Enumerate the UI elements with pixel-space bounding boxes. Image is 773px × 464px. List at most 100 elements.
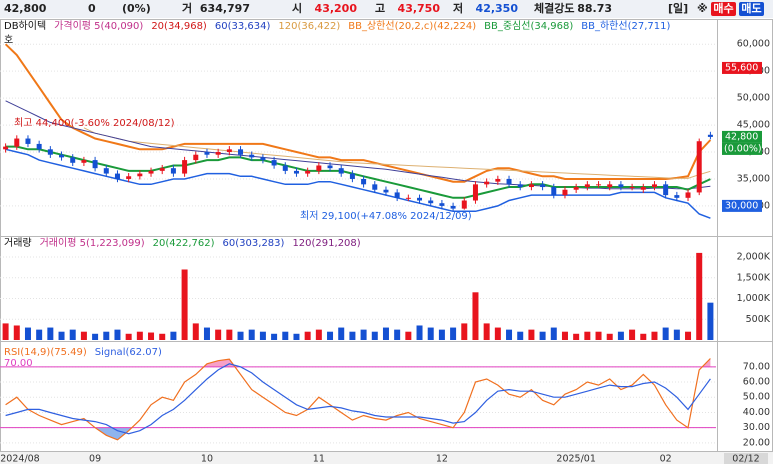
volume-bar <box>293 333 300 340</box>
volume-bar <box>248 329 255 340</box>
sell-label[interactable]: 매도 <box>741 1 761 15</box>
candle-body <box>92 160 98 169</box>
open-label: 시 <box>292 2 302 15</box>
y-tick-label: 50,000 <box>737 93 770 104</box>
legend-entry: 가격이평 5(40,090) <box>54 19 143 32</box>
strength-label: 체결강도 <box>534 1 574 15</box>
volume: 634,797 <box>200 2 250 15</box>
volume-bar <box>438 329 445 340</box>
x-tick-label: 2024/08 <box>0 454 39 464</box>
volume-bar <box>405 331 412 340</box>
indicator-line <box>4 43 712 183</box>
candle-body <box>137 173 143 177</box>
volume-bar <box>192 323 199 340</box>
candle-body <box>47 149 53 155</box>
price-marker <box>722 61 762 74</box>
candle-body <box>596 184 602 186</box>
volume-bar <box>69 329 76 340</box>
y-tick-label: 30.00 <box>743 422 770 433</box>
x-tick-label: 11 <box>313 454 325 464</box>
period[interactable]: [일] <box>668 1 688 15</box>
candle-body <box>629 187 635 189</box>
change: 0 <box>88 2 96 15</box>
level-label: 70.00 <box>4 358 33 369</box>
candle-body <box>3 146 9 150</box>
volume-bar <box>450 327 457 340</box>
volume-bar <box>181 269 188 340</box>
volume-bar <box>640 333 647 340</box>
candle-body <box>573 187 579 190</box>
volume-bar <box>360 329 367 340</box>
candle-body <box>14 138 20 147</box>
rsi-line <box>5 363 711 435</box>
volume-bar <box>382 327 389 340</box>
x-tick-label: 02/12 <box>732 454 759 464</box>
x-tick-label: 10 <box>201 454 213 464</box>
y-tick-label: 20.00 <box>743 437 770 448</box>
candle-body <box>528 184 534 188</box>
candle-body <box>618 184 624 188</box>
volume-bar <box>561 331 568 340</box>
candle-body <box>293 170 299 174</box>
price-marker-label: 30,000 <box>725 200 758 211</box>
candle-body <box>260 157 266 161</box>
volume-bar <box>595 331 602 340</box>
candle-body <box>461 200 467 209</box>
volume-bar <box>606 333 613 340</box>
open: 43,200 <box>315 2 358 15</box>
candle-body <box>517 184 523 188</box>
low-label: 저 <box>453 1 463 15</box>
volume-bar <box>327 331 334 340</box>
candle-body <box>562 189 568 196</box>
legend-entry: 20(422,762) <box>153 238 215 249</box>
volume-bar <box>13 325 20 340</box>
candle-body <box>640 187 646 190</box>
strength: 88.73 <box>577 2 612 15</box>
candle-body <box>103 168 109 174</box>
x-tick-label: 09 <box>89 454 101 464</box>
x-axis-bar <box>0 452 773 464</box>
legend-entry: 60(303,283) <box>223 238 285 249</box>
candle-body <box>651 184 657 188</box>
price-marker <box>722 130 762 143</box>
candle-body <box>25 138 31 144</box>
volume-bar <box>494 327 501 340</box>
candle-body <box>607 184 613 188</box>
candle-body <box>226 149 232 153</box>
buy-label[interactable]: 매수 <box>713 1 733 15</box>
volume-bar <box>203 327 210 340</box>
candle-body <box>114 173 120 179</box>
y-tick-label: 40.00 <box>743 407 770 418</box>
volume-bar <box>673 329 680 340</box>
candle-body <box>663 184 669 196</box>
high: 43,750 <box>398 2 441 15</box>
annotation: 최고 44,400(-3.60% 2024/08/12) <box>14 117 175 129</box>
volume-bar <box>394 329 401 340</box>
buy-button[interactable] <box>711 2 736 16</box>
legend-entry: 거래이평 5(1,223,099) <box>40 237 145 249</box>
candle-body <box>81 160 87 163</box>
volume-bar <box>685 331 692 340</box>
volume-bar <box>371 331 378 340</box>
candle-body <box>182 160 188 174</box>
candle-body <box>59 154 65 158</box>
volume-bar <box>47 327 54 340</box>
y-tick-label: 50.00 <box>743 392 770 403</box>
volume-bar <box>349 331 356 340</box>
legend-entry: 거래량 <box>4 237 32 249</box>
legend-entry: 120(36,422) <box>278 21 340 32</box>
y-tick-label: 1,500K <box>737 272 771 283</box>
annotation: 최저 29,100(+47.08% 2024/12/09) <box>300 210 472 222</box>
volume-bar <box>136 331 143 340</box>
candle-body <box>428 200 434 204</box>
candle-body <box>472 184 478 201</box>
candle-body <box>193 154 199 161</box>
candle-body <box>361 178 367 185</box>
candle-body <box>36 143 42 150</box>
candle-body <box>159 168 165 171</box>
settings-icon[interactable]: ※ <box>697 2 708 15</box>
sell-button[interactable] <box>739 2 764 16</box>
volume-bar <box>662 327 669 340</box>
volume-bar <box>2 323 9 340</box>
